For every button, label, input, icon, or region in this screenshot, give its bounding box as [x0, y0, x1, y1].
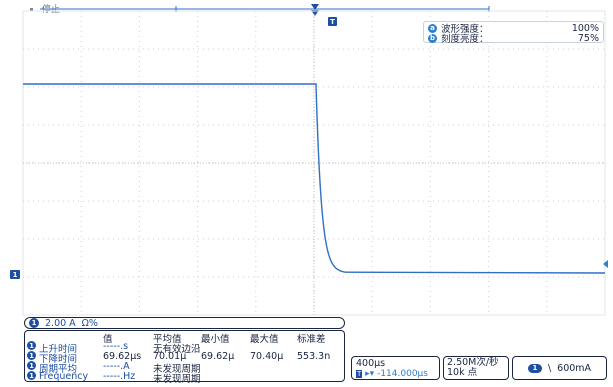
measurement-std: 553.3n	[297, 351, 331, 362]
right-level-arrow-icon[interactable]	[603, 260, 608, 268]
measurement-average: 未发现周期	[153, 364, 201, 375]
info-row-graticule-brightness: b 刻度亮度： 75%	[428, 32, 599, 45]
badge-icon: 1	[27, 371, 36, 380]
measurement-row[interactable]: 1 Frequency -----.Hz 未发现周期	[25, 371, 344, 385]
header-std: 标准差	[297, 334, 326, 345]
timebase-box[interactable]: 400μs T ▸▾ -114.000μs	[351, 356, 440, 380]
badge-icon: 1	[27, 351, 36, 360]
badge-icon: b	[428, 33, 437, 43]
measurement-row[interactable]: 1 周期平均 -----.A 未发现周期	[25, 361, 344, 375]
measurement-panel: 值 平均值 最小值 最大值 标准差 1 上升时间 -----.s 无有效边沿 1…	[24, 330, 345, 385]
header-average: 平均值	[153, 334, 182, 345]
trigger-position-arrow-icon[interactable]	[311, 4, 319, 10]
run-status-label: 停止	[41, 5, 60, 15]
measurement-value: -----.Hz	[103, 371, 136, 382]
measurement-average: 70.01μ	[153, 351, 187, 362]
display-info-box: a 波形强度： 100% b 刻度亮度： 75%	[423, 21, 604, 45]
badge-icon: 1	[27, 361, 36, 370]
falling-edge-icon: \	[547, 362, 552, 374]
status-dot-icon	[30, 8, 33, 11]
channel-1-ground-marker[interactable]: 1	[10, 270, 20, 279]
measurement-name: Frequency	[39, 371, 89, 382]
channel-1-trace	[23, 83, 606, 274]
measurement-name: 下降时间	[39, 354, 78, 365]
measurement-name: 上升时间	[39, 344, 78, 355]
header-min: 最小值	[201, 334, 230, 345]
timebase-offset: T ▸▾ -114.000μs	[356, 369, 435, 379]
measurement-average: 未发现周期	[153, 374, 201, 385]
measurement-value: 69.62μs	[103, 351, 142, 362]
measurement-value: -----.A	[103, 361, 130, 372]
offset-value: -114.000μs	[377, 369, 428, 379]
sample-rate: 2.50M次/秒	[447, 357, 499, 368]
trigger-level: 600mA	[557, 362, 592, 374]
record-length: 10k 点	[447, 367, 478, 378]
measurement-row[interactable]: 1 上升时间 -----.s 无有效边沿	[25, 341, 344, 355]
trigger-source-badge: 1	[527, 363, 542, 373]
header-max: 最大值	[250, 334, 279, 345]
measurement-row[interactable]: 1 下降时间 69.62μs 70.01μ 69.62μ 70.40μ 553.…	[25, 351, 344, 365]
header-value: 值	[103, 334, 113, 345]
run-status: 停止	[30, 2, 60, 15]
channel-1-settings[interactable]: 1 2.00 A Ω%	[24, 317, 345, 329]
measurement-average: 无有效边沿	[153, 344, 201, 355]
info-row-waveform-intensity: a 波形强度： 100%	[428, 23, 599, 35]
badge-icon: 1	[27, 341, 36, 350]
trigger-badge[interactable]: T	[328, 17, 337, 26]
timebase-scale: 400μs	[356, 358, 386, 369]
channel-scale: 2.00 A	[45, 317, 76, 329]
trigger-offset-icon: T	[356, 370, 363, 378]
measurement-max: 70.40μ	[250, 351, 284, 362]
acquisition-box[interactable]: 2.50M次/秒 10k 点	[443, 356, 509, 380]
measurement-min: 69.62μ	[201, 351, 235, 362]
graticule	[22, 10, 606, 316]
trigger-box[interactable]: 1 \ 600mA	[512, 356, 607, 380]
badge-icon: a	[428, 23, 437, 33]
measurement-name: 周期平均	[39, 364, 78, 375]
offset-arrow-icon: ▸▾	[365, 369, 375, 379]
channel-badge: 1	[29, 318, 39, 328]
measurement-value: -----.s	[103, 341, 129, 352]
channel-coupling: Ω%	[81, 317, 98, 329]
